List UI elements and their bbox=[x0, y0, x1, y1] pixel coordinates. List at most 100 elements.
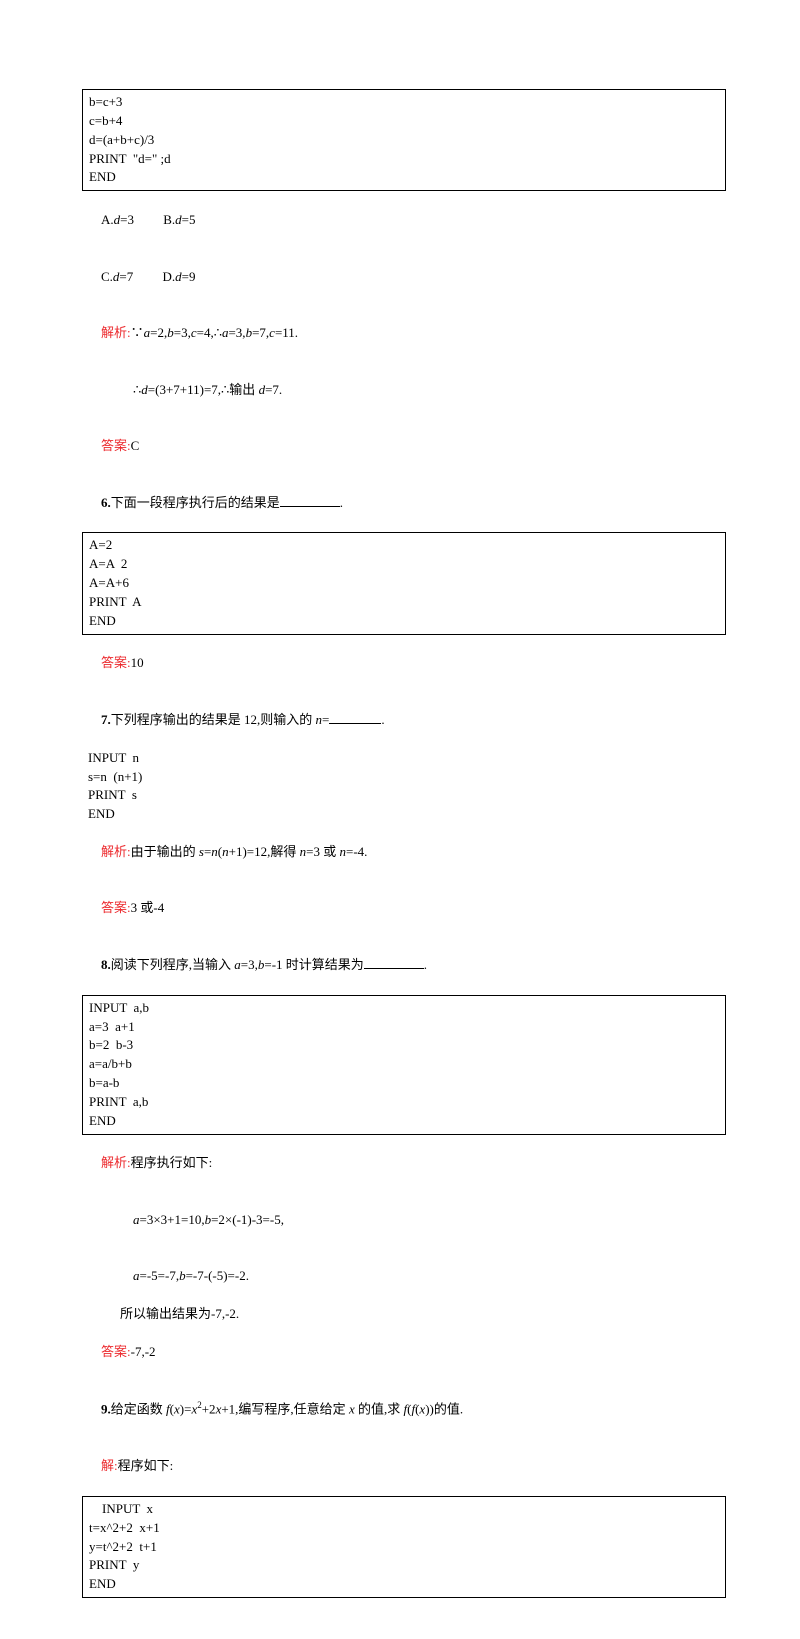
q8-jx2: a=-5=-7,b=-7-(-5)=-2. bbox=[88, 1249, 726, 1306]
code-line: b=2 b-3 bbox=[89, 1036, 719, 1055]
q5-analysis-1: 解析:∵a=2,b=3,c=4,∴a=3,b=7,c=11. bbox=[88, 305, 726, 362]
spacer bbox=[134, 212, 163, 227]
code-line: a=a/b+b bbox=[89, 1055, 719, 1074]
jiexi-label: 解析: bbox=[101, 844, 131, 859]
answer-text: 10 bbox=[131, 655, 144, 670]
code-line: A=2 bbox=[89, 536, 719, 555]
daan-label: 答案: bbox=[101, 655, 131, 670]
blank bbox=[280, 494, 340, 507]
q8-jx3: 所以输出结果为-7,-2. bbox=[88, 1305, 726, 1324]
q7-analysis: 解析:由于输出的 s=n(n+1)=12,解得 n=3 或 n=-4. bbox=[88, 824, 726, 881]
opt-a-pre: A. bbox=[101, 212, 114, 227]
t: =3×3+1=10, bbox=[140, 1212, 205, 1227]
opt-c-pre: C. bbox=[101, 269, 113, 284]
t: 程序如下: bbox=[118, 1458, 174, 1473]
t: =3, bbox=[241, 957, 258, 972]
code-box-q5: b=c+3 c=b+4 d=(a+b+c)/3 PRINT "d=" ;d EN… bbox=[82, 89, 726, 191]
code-line: INPUT x bbox=[89, 1500, 719, 1519]
options-row-2: C.d=7 D.d=9 bbox=[88, 249, 726, 306]
t: =3, bbox=[228, 325, 245, 340]
t: =7, bbox=[252, 325, 269, 340]
code-line: t=x^2+2 x+1 bbox=[89, 1519, 719, 1538]
code-line: c=b+4 bbox=[89, 112, 719, 131]
code-line: b=c+3 bbox=[89, 93, 719, 112]
code-line: A=A 2 bbox=[89, 555, 719, 574]
q-num: 9. bbox=[101, 1402, 111, 1417]
t: =-7-(-5)=-2. bbox=[186, 1268, 249, 1283]
t: +2 bbox=[202, 1402, 216, 1417]
q6-text: 6.下面一段程序执行后的结果是. bbox=[88, 475, 726, 532]
q8-jx0: 解析:程序执行如下: bbox=[88, 1136, 726, 1193]
t: 的值,求 bbox=[355, 1402, 404, 1417]
q8-analysis: 解析:程序执行如下: a=3×3+1=10,b=2×(-1)-3=-5, a=-… bbox=[82, 1136, 726, 1381]
t: 下面一段程序执行后的结果是 bbox=[111, 495, 280, 510]
t: . bbox=[340, 495, 343, 510]
code-line: END bbox=[88, 805, 726, 824]
q-num: 8. bbox=[101, 957, 111, 972]
code-line: s=n (n+1) bbox=[88, 768, 726, 787]
q6-answer-line: 答案:10 bbox=[88, 636, 726, 693]
code-line: END bbox=[89, 168, 719, 187]
t: =3, bbox=[174, 325, 191, 340]
code-line: PRINT A bbox=[89, 593, 719, 612]
spacer bbox=[133, 269, 162, 284]
q7-answer: 答案:3 或-4 bbox=[88, 881, 726, 938]
jie-label: 解: bbox=[101, 1458, 118, 1473]
t: . bbox=[424, 957, 427, 972]
opt-c-post: =7 bbox=[119, 269, 133, 284]
t: 由于输出的 bbox=[131, 844, 199, 859]
q5-options: A.d=3 B.d=5 C.d=7 D.d=9 解析:∵a=2,b=3,c=4,… bbox=[82, 192, 726, 475]
q6-stem: 6.下面一段程序执行后的结果是. bbox=[82, 475, 726, 532]
t: =4,∴ bbox=[197, 325, 222, 340]
q8-stem: 8.阅读下列程序,当输入 a=3,b=-1 时计算结果为. bbox=[82, 937, 726, 994]
t: =11. bbox=[275, 325, 298, 340]
q9-jie: 解:程序如下: bbox=[88, 1438, 726, 1495]
t: +1,编写程序,任意给定 bbox=[221, 1402, 349, 1417]
t: 阅读下列程序,当输入 bbox=[111, 957, 235, 972]
q-num: 7. bbox=[101, 712, 111, 727]
answer-text: C bbox=[131, 438, 140, 453]
code-box-q9: INPUT x t=x^2+2 x+1 y=t^2+2 t+1 PRINT y … bbox=[82, 1496, 726, 1598]
q9-text: 9.给定函数 f(x)=x2+2x+1,编写程序,任意给定 x 的值,求 f(f… bbox=[88, 1381, 726, 1439]
q7-block: 7.下列程序输出的结果是 12,则输入的 n=. INPUT n s=n (n+… bbox=[82, 692, 726, 937]
t: =7. bbox=[265, 382, 282, 397]
q8-jx1: a=3×3+1=10,b=2×(-1)-3=-5, bbox=[88, 1192, 726, 1249]
code-line: PRINT "d=" ;d bbox=[89, 150, 719, 169]
daan-label: 答案: bbox=[101, 900, 131, 915]
t: 程序执行如下: bbox=[131, 1155, 213, 1170]
code-line: A=A+6 bbox=[89, 574, 719, 593]
code-box-q8: INPUT a,b a=3 a+1 b=2 b-3 a=a/b+b b=a-b … bbox=[82, 995, 726, 1135]
t: ))的值. bbox=[425, 1402, 463, 1417]
code-box-q6: A=2 A=A 2 A=A+6 PRINT A END bbox=[82, 532, 726, 634]
code-line: INPUT n bbox=[88, 749, 726, 768]
jiexi-label: 解析: bbox=[101, 325, 131, 340]
daan-label: 答案: bbox=[101, 1344, 131, 1359]
code-line: b=a-b bbox=[89, 1074, 719, 1093]
opt-d-pre: D. bbox=[163, 269, 176, 284]
code-line: INPUT a,b bbox=[89, 999, 719, 1018]
code-line: PRINT a,b bbox=[89, 1093, 719, 1112]
code-line: END bbox=[89, 1112, 719, 1131]
q-num: 6. bbox=[101, 495, 111, 510]
q5-analysis-2: ∴d=(3+7+11)=7,∴输出 d=7. bbox=[88, 362, 726, 419]
q6-answer: 答案:10 bbox=[82, 636, 726, 693]
code-line: a=3 a+1 bbox=[89, 1018, 719, 1037]
code-line: y=t^2+2 t+1 bbox=[89, 1538, 719, 1557]
code-line: END bbox=[89, 1575, 719, 1594]
t: ∵ bbox=[131, 325, 144, 340]
q7-stem: 7.下列程序输出的结果是 12,则输入的 n=. bbox=[88, 692, 726, 749]
blank bbox=[329, 711, 381, 724]
t: )= bbox=[180, 1402, 192, 1417]
q5-answer: 答案:C bbox=[88, 418, 726, 475]
code-line: d=(a+b+c)/3 bbox=[89, 131, 719, 150]
t: =2×(-1)-3=-5, bbox=[211, 1212, 284, 1227]
t: 下列程序输出的结果是 12,则输入的 bbox=[111, 712, 316, 727]
blank bbox=[364, 956, 424, 969]
q8-answer: 答案:-7,-2 bbox=[88, 1324, 726, 1381]
answer-text: 3 或-4 bbox=[131, 900, 165, 915]
opt-b-pre: B. bbox=[163, 212, 175, 227]
jiexi-label: 解析: bbox=[101, 1155, 131, 1170]
t: =3 或 bbox=[306, 844, 339, 859]
t: 给定函数 bbox=[111, 1402, 166, 1417]
t: . bbox=[381, 712, 384, 727]
